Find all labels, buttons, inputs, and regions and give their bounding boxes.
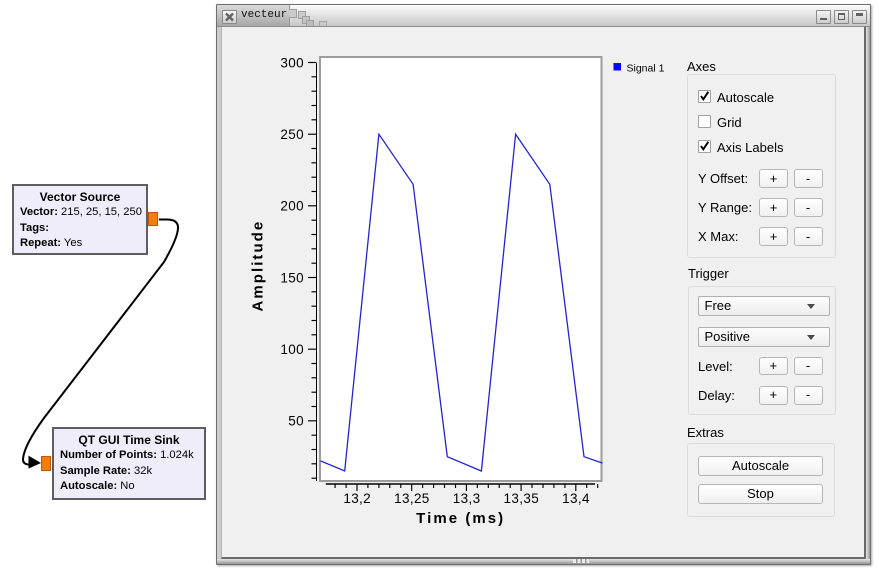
svg-text:13,35: 13,35 — [504, 491, 540, 506]
svg-text:13,25: 13,25 — [394, 491, 430, 506]
svg-text:250: 250 — [280, 127, 304, 142]
svg-text:Signal 1: Signal 1 — [627, 62, 665, 74]
svg-text:100: 100 — [280, 342, 304, 357]
svg-text:150: 150 — [280, 270, 304, 285]
svg-text:200: 200 — [280, 199, 304, 214]
svg-text:13,2: 13,2 — [343, 491, 371, 506]
svg-text:50: 50 — [288, 414, 304, 429]
svg-text:Amplitude: Amplitude — [250, 220, 267, 312]
svg-text:13,4: 13,4 — [562, 491, 590, 506]
svg-text:Time (ms): Time (ms) — [416, 510, 505, 527]
svg-text:300: 300 — [280, 55, 304, 70]
svg-text:13,3: 13,3 — [453, 491, 481, 506]
